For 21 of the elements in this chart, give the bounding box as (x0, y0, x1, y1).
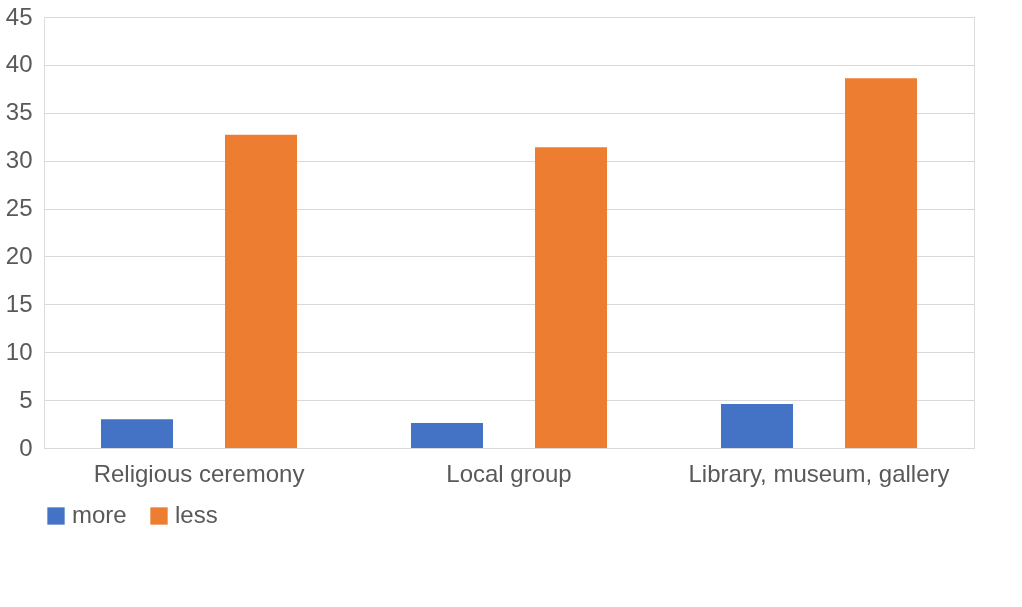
y-tick-label: 30 (5, 146, 33, 174)
y-tick-label: 25 (5, 194, 33, 222)
bar (225, 134, 297, 448)
x-tick-label: Local group (446, 459, 572, 487)
y-tick-label: 5 (19, 385, 33, 413)
y-tick-label: 15 (5, 289, 33, 317)
bar (845, 78, 917, 448)
bar (721, 403, 793, 448)
y-tick-label: 35 (5, 98, 33, 126)
x-tick-label: Religious ceremony (93, 459, 305, 487)
y-tick-label: 40 (5, 50, 33, 78)
bar (535, 147, 607, 448)
y-tick-label: 0 (19, 433, 33, 461)
y-tick-label: 10 (5, 337, 33, 365)
y-tick-label: 45 (5, 2, 33, 30)
bar (101, 419, 173, 448)
y-tick-label: 20 (5, 241, 33, 269)
bar (411, 423, 483, 448)
legend-label: less (175, 501, 218, 528)
x-tick-label: Library, museum, gallery (688, 459, 950, 487)
legend-label: more (72, 501, 127, 528)
